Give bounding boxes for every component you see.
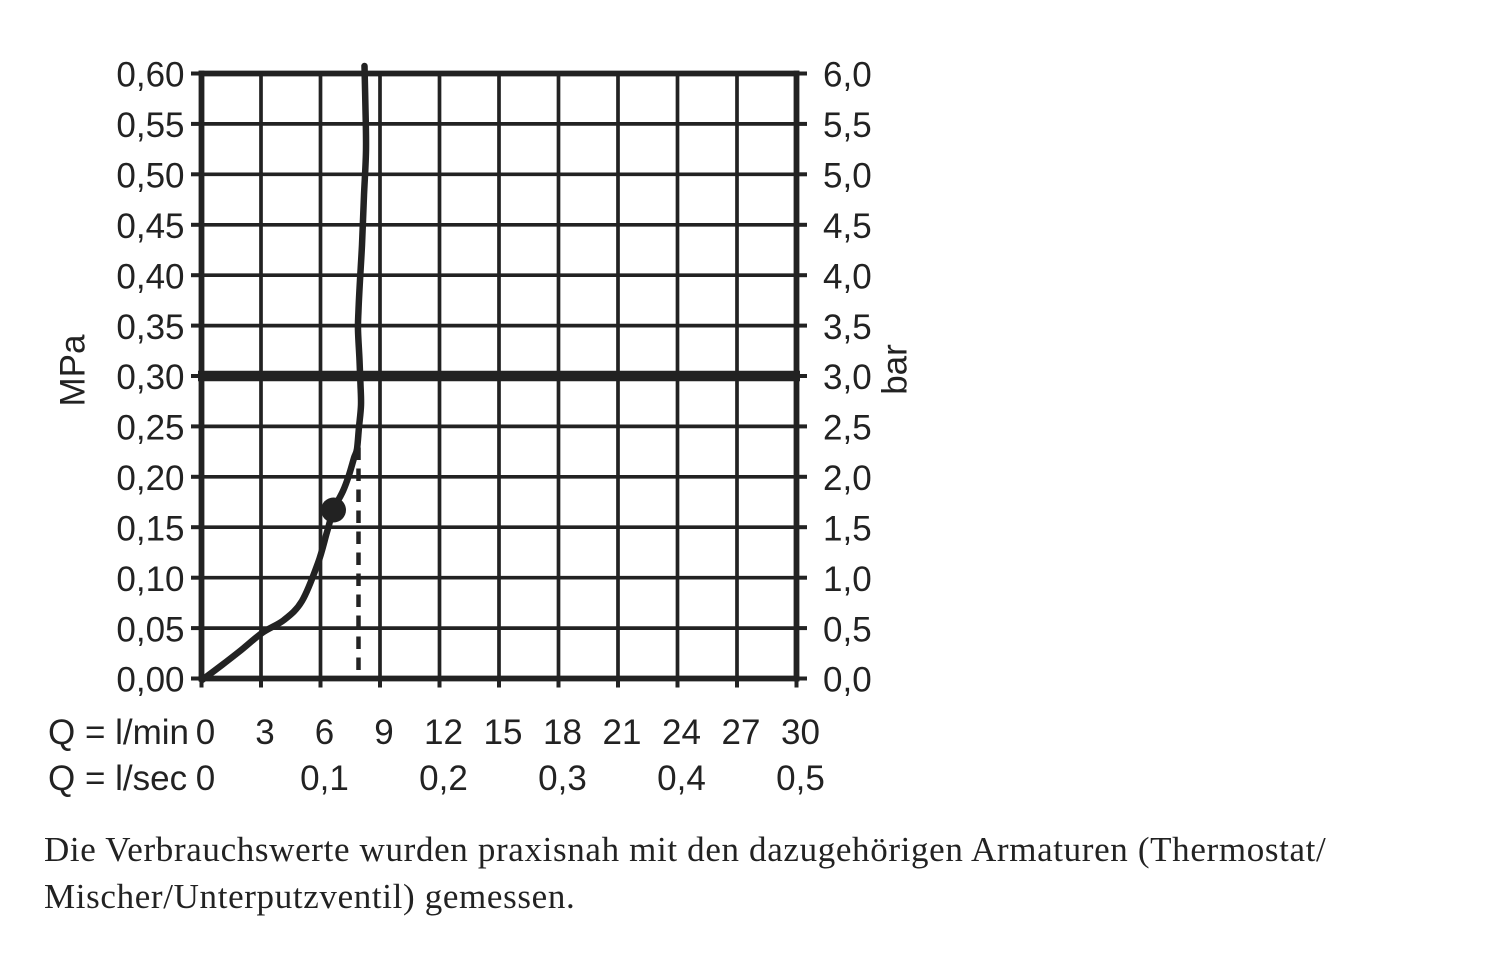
svg-text:0,00: 0,00	[116, 661, 184, 700]
svg-text:6,0: 6,0	[823, 56, 872, 95]
svg-text:1,0: 1,0	[823, 560, 872, 599]
svg-text:0,35: 0,35	[116, 308, 184, 347]
svg-text:12: 12	[424, 713, 463, 752]
svg-text:9: 9	[374, 713, 393, 752]
svg-text:30: 30	[781, 713, 820, 752]
svg-text:0: 0	[196, 713, 215, 752]
svg-text:3,5: 3,5	[823, 308, 872, 347]
svg-text:0,3: 0,3	[538, 759, 587, 798]
svg-text:0,5: 0,5	[776, 759, 825, 798]
svg-text:24: 24	[662, 713, 701, 752]
svg-text:4,5: 4,5	[823, 207, 872, 246]
svg-text:3: 3	[255, 713, 274, 752]
svg-text:5,0: 5,0	[823, 157, 872, 196]
svg-text:0,50: 0,50	[116, 157, 184, 196]
svg-text:0: 0	[196, 759, 215, 798]
svg-text:MPa: MPa	[54, 334, 93, 407]
svg-text:0,15: 0,15	[116, 510, 184, 549]
svg-text:0,5: 0,5	[823, 610, 872, 649]
svg-text:3,0: 3,0	[823, 358, 872, 397]
svg-text:15: 15	[484, 713, 523, 752]
svg-text:27: 27	[722, 713, 761, 752]
svg-text:0,0: 0,0	[823, 661, 872, 700]
svg-text:0,25: 0,25	[116, 409, 184, 448]
svg-text:5,5: 5,5	[823, 106, 872, 145]
svg-text:0,20: 0,20	[116, 459, 184, 498]
svg-text:Q = l/sec: Q = l/sec	[48, 759, 187, 798]
svg-text:0,2: 0,2	[419, 759, 468, 798]
svg-text:bar: bar	[876, 344, 915, 395]
svg-text:0,1: 0,1	[300, 759, 349, 798]
svg-text:18: 18	[543, 713, 582, 752]
svg-text:0,45: 0,45	[116, 207, 184, 246]
svg-text:0,10: 0,10	[116, 560, 184, 599]
svg-text:0,40: 0,40	[116, 257, 184, 296]
svg-text:0,05: 0,05	[116, 610, 184, 649]
svg-text:4,0: 4,0	[823, 257, 872, 296]
svg-text:Q = l/min: Q = l/min	[48, 713, 189, 752]
svg-text:21: 21	[603, 713, 642, 752]
svg-text:0,60: 0,60	[116, 56, 184, 95]
svg-text:0,55: 0,55	[116, 106, 184, 145]
svg-text:0,30: 0,30	[116, 358, 184, 397]
svg-text:2,5: 2,5	[823, 409, 872, 448]
svg-text:2,0: 2,0	[823, 459, 872, 498]
svg-text:0,4: 0,4	[657, 759, 706, 798]
svg-text:6: 6	[315, 713, 334, 752]
svg-text:1,5: 1,5	[823, 510, 872, 549]
